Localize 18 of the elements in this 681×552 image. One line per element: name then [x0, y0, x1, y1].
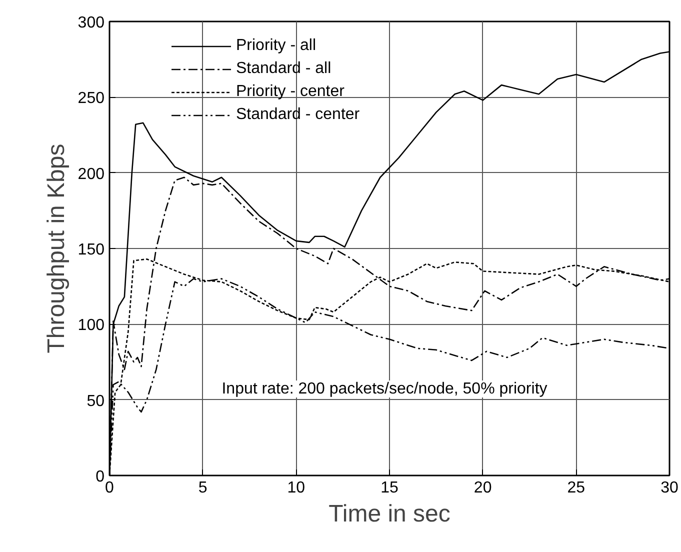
x-tick-label: 5 — [198, 480, 208, 496]
y-tick-label: 250 — [78, 90, 105, 108]
legend-label: Priority - center — [236, 82, 344, 102]
x-tick-label: 25 — [567, 480, 586, 496]
x-tick-label: 20 — [474, 480, 492, 496]
y-tick-label: 300 — [78, 14, 105, 32]
y-axis-title: Throughput in Kbps — [42, 144, 70, 354]
x-tick-label: 30 — [660, 480, 678, 496]
x-tick-label: 15 — [380, 480, 398, 496]
annotation: Input rate: 200 packets/sec/node, 50% priority — [222, 380, 548, 398]
x-axis-title: Time in sec — [328, 500, 450, 528]
y-tick-label: 150 — [78, 242, 105, 258]
y-tick-label: 50 — [86, 392, 105, 410]
y-tick-label: 200 — [78, 166, 105, 183]
y-tick-label: 0 — [96, 468, 105, 486]
x-tick-label: 10 — [287, 480, 306, 496]
legend-label: Priority - all — [236, 36, 316, 56]
y-tick-label: 100 — [78, 317, 105, 334]
